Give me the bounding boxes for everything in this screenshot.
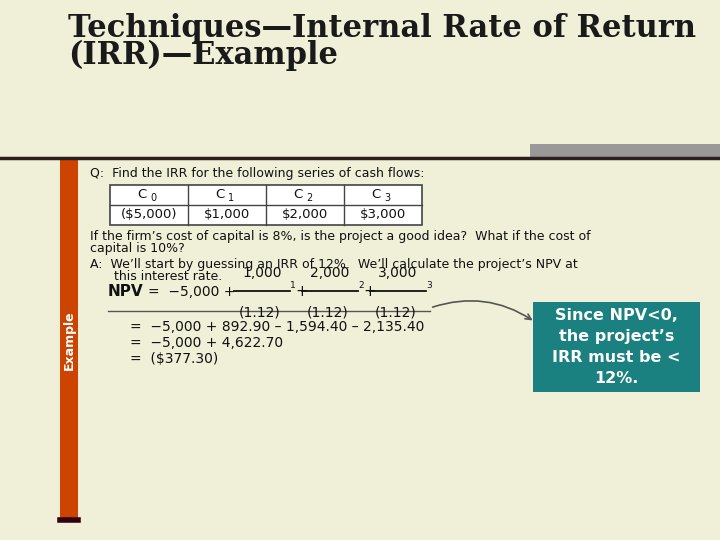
Text: NPV: NPV <box>108 285 143 300</box>
Text: this interest rate.: this interest rate. <box>90 270 222 283</box>
Text: Since NPV<0,
the project’s
IRR must be <
12%.: Since NPV<0, the project’s IRR must be <… <box>552 308 680 386</box>
Text: 1: 1 <box>290 281 296 290</box>
Text: capital is 10%?: capital is 10%? <box>90 242 185 255</box>
Text: 0: 0 <box>150 193 156 203</box>
Text: 2: 2 <box>358 281 364 290</box>
Text: =  −5,000 +: = −5,000 + <box>148 285 235 299</box>
Text: =  −5,000 + 4,622.70: = −5,000 + 4,622.70 <box>130 336 283 350</box>
Bar <box>60 160 78 522</box>
Text: (1.12): (1.12) <box>239 305 281 319</box>
Text: C: C <box>294 187 303 200</box>
Text: 1,000: 1,000 <box>242 266 282 280</box>
Text: =  ($377.30): = ($377.30) <box>130 352 218 366</box>
Text: 1: 1 <box>228 193 234 203</box>
Bar <box>533 302 700 392</box>
Text: +: + <box>295 285 307 300</box>
Text: 3: 3 <box>426 281 432 290</box>
Text: (1.12): (1.12) <box>307 305 349 319</box>
Text: Techniques—Internal Rate of Return: Techniques—Internal Rate of Return <box>68 13 696 44</box>
Text: C: C <box>372 187 381 200</box>
Text: 2: 2 <box>306 193 312 203</box>
Text: (IRR)—Example: (IRR)—Example <box>68 40 338 71</box>
Bar <box>110 185 422 225</box>
Text: $3,000: $3,000 <box>360 208 406 221</box>
Text: C: C <box>138 187 147 200</box>
Text: $2,000: $2,000 <box>282 208 328 221</box>
Text: (1.12): (1.12) <box>375 305 417 319</box>
Bar <box>530 144 720 158</box>
Text: Example: Example <box>63 310 76 370</box>
Text: C: C <box>216 187 225 200</box>
Text: $1,000: $1,000 <box>204 208 250 221</box>
Text: 2,000: 2,000 <box>310 266 350 280</box>
Text: Q:  Find the IRR for the following series of cash flows:: Q: Find the IRR for the following series… <box>90 167 425 180</box>
Text: ($5,000): ($5,000) <box>121 208 177 221</box>
Text: +: + <box>363 285 376 300</box>
Text: 3: 3 <box>384 193 390 203</box>
Text: 3,000: 3,000 <box>378 266 418 280</box>
Text: =  −5,000 + 892.90 – 1,594.40 – 2,135.40: = −5,000 + 892.90 – 1,594.40 – 2,135.40 <box>130 320 424 334</box>
Text: If the firm’s cost of capital is 8%, is the project a good idea?  What if the co: If the firm’s cost of capital is 8%, is … <box>90 230 590 243</box>
Text: A:  We’ll start by guessing an IRR of 12%.  We’ll calculate the project’s NPV at: A: We’ll start by guessing an IRR of 12%… <box>90 258 577 271</box>
